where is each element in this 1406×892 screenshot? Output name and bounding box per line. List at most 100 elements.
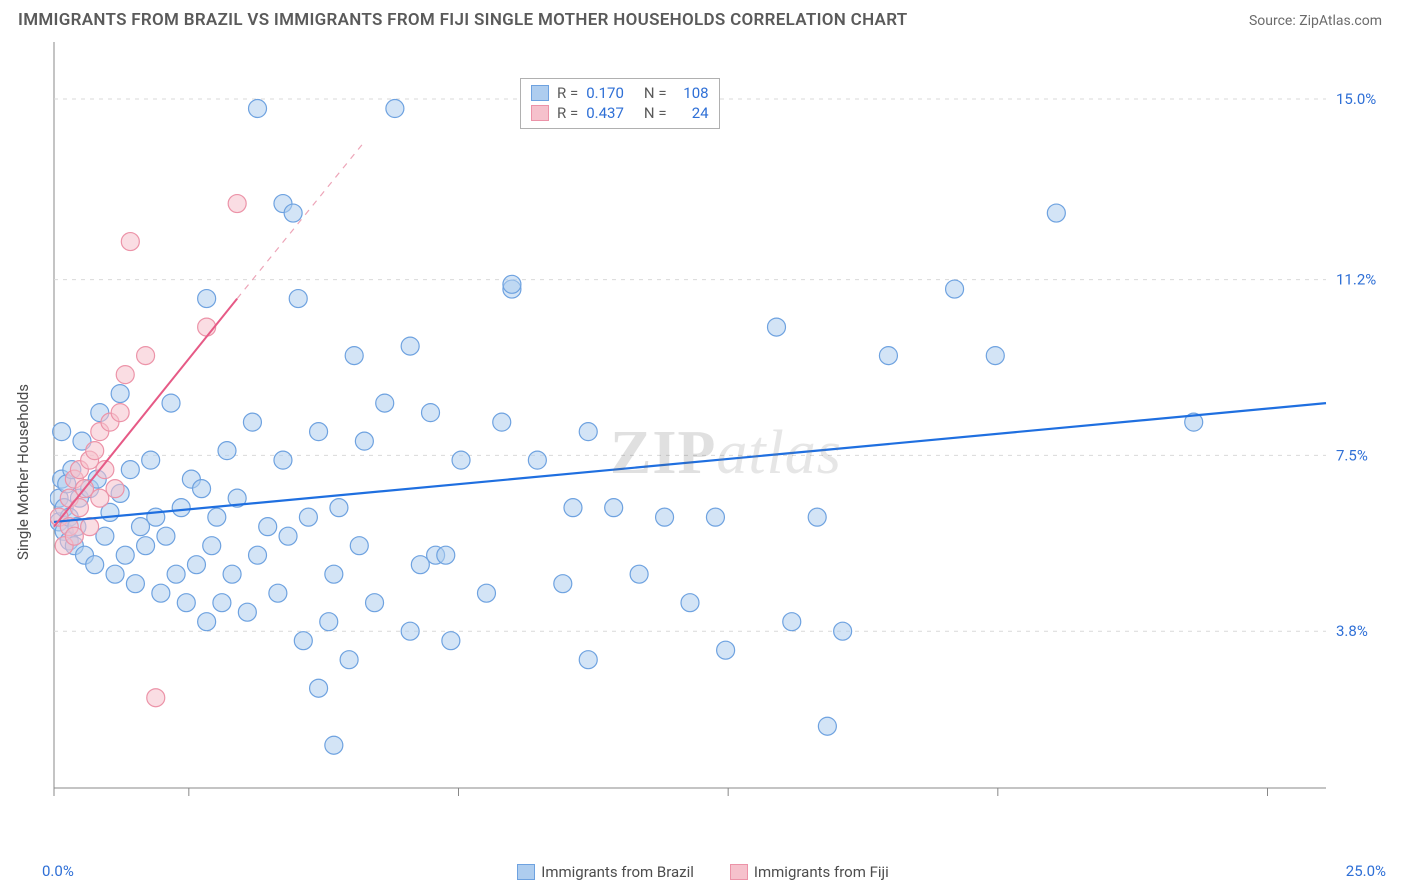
data-point [106,565,124,583]
data-point [121,233,139,251]
data-point [564,499,582,517]
y-tick-label: 7.5% [1336,446,1368,464]
data-point [401,622,419,640]
data-point [243,413,261,431]
legend-row: R =0.170 N =108 [531,83,709,103]
data-point [345,347,363,365]
data-point [946,280,964,298]
series-legend-item: Immigrants from Brazil [517,863,694,881]
legend-swatch [517,864,535,880]
r-label: R = [557,83,578,103]
data-point [834,622,852,640]
data-point [279,527,297,545]
correlation-legend: R =0.170 N =108R =0.437 N =24 [520,78,720,129]
data-point [111,385,129,403]
data-point [259,518,277,536]
data-point [106,480,124,498]
series-legend: Immigrants from Brazil Immigrants from Fi… [0,863,1406,884]
data-point [137,347,155,365]
data-point [325,565,343,583]
data-point [340,651,358,669]
data-point [350,537,368,555]
r-value: 0.170 [586,83,632,103]
data-point [274,451,292,469]
data-point [294,632,312,650]
data-point [310,423,328,441]
legend-swatch [730,864,748,880]
y-tick-label: 3.8% [1336,622,1368,640]
data-point [310,679,328,697]
legend-row: R =0.437 N =24 [531,103,709,123]
data-point [767,318,785,336]
data-point [355,432,373,450]
data-point [213,594,231,612]
data-point [249,546,267,564]
y-tick-label: 11.2% [1336,271,1376,289]
data-point [269,584,287,602]
data-point [366,594,384,612]
data-point [986,347,1004,365]
plot-area: 3.8%7.5%11.2%15.0% ZIPatlas R =0.170 N =… [50,38,1390,828]
source-attribution: Source: ZipAtlas.com [1249,13,1382,29]
data-point [1047,204,1065,222]
data-point [147,689,165,707]
series-legend-item: Immigrants from Fiji [730,863,889,881]
data-point [53,423,71,441]
data-point [223,565,241,583]
data-point [121,461,139,479]
data-point [818,717,836,735]
r-label: R = [557,103,578,123]
data-point [681,594,699,612]
data-point [228,195,246,213]
data-point [208,508,226,526]
data-point [442,632,460,650]
data-point [172,499,190,517]
series-0 [50,100,1203,755]
data-point [325,736,343,754]
data-point [193,480,211,498]
data-point [579,423,597,441]
chart-svg: 3.8% 7.5% 11.2% 15.0% [50,38,1390,828]
legend-swatch [531,85,549,101]
data-point [717,641,735,659]
data-point [167,565,185,583]
data-point [656,508,674,526]
data-point [554,575,572,593]
data-point [137,537,155,555]
regression-line-ext [237,142,364,299]
data-point [218,442,236,460]
data-point [177,594,195,612]
data-point [493,413,511,431]
data-point [376,394,394,412]
data-point [289,290,307,308]
data-point [437,546,455,564]
series-name: Immigrants from Brazil [541,863,694,881]
data-point [162,394,180,412]
data-point [579,651,597,669]
data-point [203,537,221,555]
series-1 [50,195,246,707]
data-point [81,518,99,536]
data-point [86,556,104,574]
series-name: Immigrants from Fiji [754,863,889,881]
n-value: 24 [675,103,709,123]
data-point [152,584,170,602]
data-point [111,404,129,422]
data-point [299,508,317,526]
data-point [706,508,724,526]
y-axis-label: Single Mother Households [14,384,32,560]
data-point [605,499,623,517]
data-point [783,613,801,631]
n-value: 108 [675,83,709,103]
y-tick-label: 15.0% [1336,90,1376,108]
data-point [330,499,348,517]
chart-title: IMMIGRANTS FROM BRAZIL VS IMMIGRANTS FRO… [18,10,908,30]
data-point [187,556,205,574]
header: IMMIGRANTS FROM BRAZIL VS IMMIGRANTS FRO… [0,0,1406,34]
r-value: 0.437 [586,103,632,123]
data-point [198,290,216,308]
data-point [401,337,419,355]
data-point [320,613,338,631]
data-point [142,451,160,469]
data-point [879,347,897,365]
